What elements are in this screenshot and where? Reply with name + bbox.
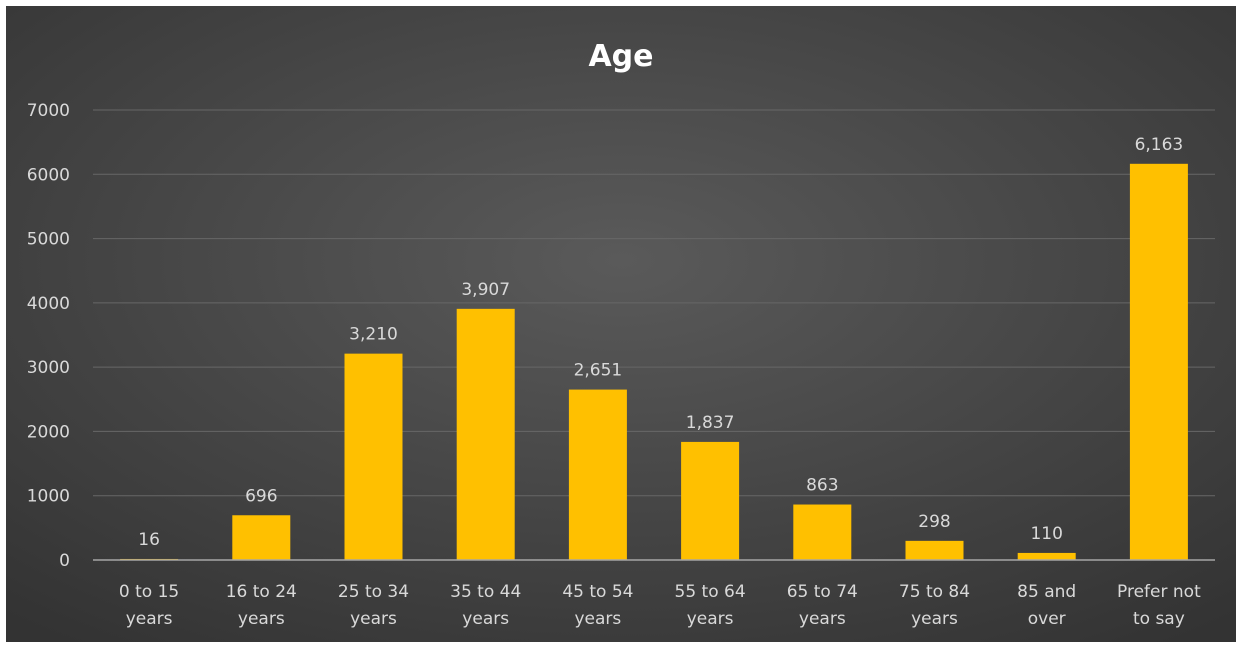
category-label: 65 to 74 bbox=[787, 582, 858, 602]
bars bbox=[120, 163, 1188, 561]
category-label: years bbox=[126, 609, 173, 629]
y-tick-label: 0 bbox=[59, 551, 70, 571]
data-label: 110 bbox=[1030, 524, 1062, 544]
data-label: 3,210 bbox=[349, 325, 398, 345]
category-label: 35 to 44 bbox=[450, 582, 521, 602]
gridlines bbox=[93, 109, 1215, 497]
category-label: years bbox=[687, 609, 734, 629]
data-label: 2,651 bbox=[574, 361, 623, 381]
category-label: 55 to 64 bbox=[675, 582, 746, 602]
y-tick-label: 6000 bbox=[27, 165, 70, 185]
bar bbox=[1129, 163, 1188, 561]
bar bbox=[344, 353, 403, 560]
category-label: years bbox=[799, 609, 846, 629]
data-label: 16 bbox=[138, 530, 160, 550]
category-label: 0 to 15 bbox=[119, 582, 179, 602]
y-tick-label: 7000 bbox=[27, 101, 70, 121]
data-label: 298 bbox=[918, 512, 950, 532]
category-label: 85 and bbox=[1017, 582, 1076, 602]
bar bbox=[681, 441, 740, 560]
bar bbox=[232, 515, 291, 560]
y-tick-label: 3000 bbox=[27, 358, 70, 378]
y-tick-label: 2000 bbox=[27, 422, 70, 442]
category-label: years bbox=[238, 609, 285, 629]
data-label: 1,837 bbox=[686, 413, 735, 433]
chart-title: Age bbox=[588, 39, 653, 74]
category-label: years bbox=[350, 609, 397, 629]
data-labels: 16 696 3,210 3,907 2,651 1,837 863 298 110 6,163 bbox=[138, 135, 1183, 550]
category-label: 75 to 84 bbox=[899, 582, 970, 602]
y-tick-label: 1000 bbox=[27, 487, 70, 507]
y-tick-label: 4000 bbox=[27, 294, 70, 314]
y-tick-label: 5000 bbox=[27, 230, 70, 250]
data-label: 3,907 bbox=[461, 280, 510, 300]
bar bbox=[793, 504, 852, 560]
bar bbox=[1017, 552, 1076, 560]
y-axis-tick-labels: 0 1000 2000 3000 4000 5000 6000 7000 bbox=[27, 101, 70, 571]
data-label: 6,163 bbox=[1135, 135, 1184, 155]
category-label: 16 to 24 bbox=[226, 582, 297, 602]
category-label: to say bbox=[1133, 609, 1185, 629]
category-label: over bbox=[1028, 609, 1066, 629]
category-label: Prefer not bbox=[1117, 582, 1201, 602]
category-label: years bbox=[911, 609, 958, 629]
x-axis-category-labels: 0 to 15 years 16 to 24 years 25 to 34 years 35… bbox=[119, 582, 1201, 629]
bar bbox=[456, 308, 515, 560]
category-label: 25 to 34 bbox=[338, 582, 409, 602]
bar bbox=[905, 540, 964, 560]
bar bbox=[568, 389, 627, 560]
category-label: 45 to 54 bbox=[562, 582, 633, 602]
data-label: 863 bbox=[806, 476, 838, 496]
data-label: 696 bbox=[245, 486, 277, 506]
category-label: years bbox=[462, 609, 509, 629]
category-label: years bbox=[575, 609, 622, 629]
